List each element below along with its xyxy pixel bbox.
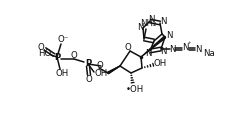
Text: P: P <box>85 60 91 68</box>
Text: N: N <box>169 44 175 54</box>
Text: O: O <box>97 60 103 70</box>
Text: OH: OH <box>94 70 108 78</box>
Text: N: N <box>145 48 151 58</box>
Text: OH: OH <box>55 68 69 78</box>
Text: N: N <box>160 46 166 56</box>
Text: HO: HO <box>38 50 52 58</box>
Polygon shape <box>141 36 166 57</box>
Text: N: N <box>160 18 166 26</box>
Text: O: O <box>125 42 131 51</box>
Text: O⁻: O⁻ <box>57 34 69 43</box>
Text: N: N <box>137 22 143 32</box>
Text: P: P <box>54 52 60 62</box>
Text: O: O <box>38 44 44 52</box>
Text: N: N <box>148 14 154 24</box>
Text: O: O <box>86 74 92 84</box>
Polygon shape <box>108 66 120 74</box>
Text: OH: OH <box>153 58 167 68</box>
Text: N: N <box>166 32 172 40</box>
Text: Na: Na <box>203 48 215 58</box>
Text: •OH: •OH <box>126 84 144 94</box>
Text: N: N <box>182 44 188 52</box>
Text: NH₂: NH₂ <box>140 20 156 28</box>
Text: ⁺: ⁺ <box>187 42 191 48</box>
Text: N: N <box>195 44 201 54</box>
Text: O: O <box>71 50 77 59</box>
